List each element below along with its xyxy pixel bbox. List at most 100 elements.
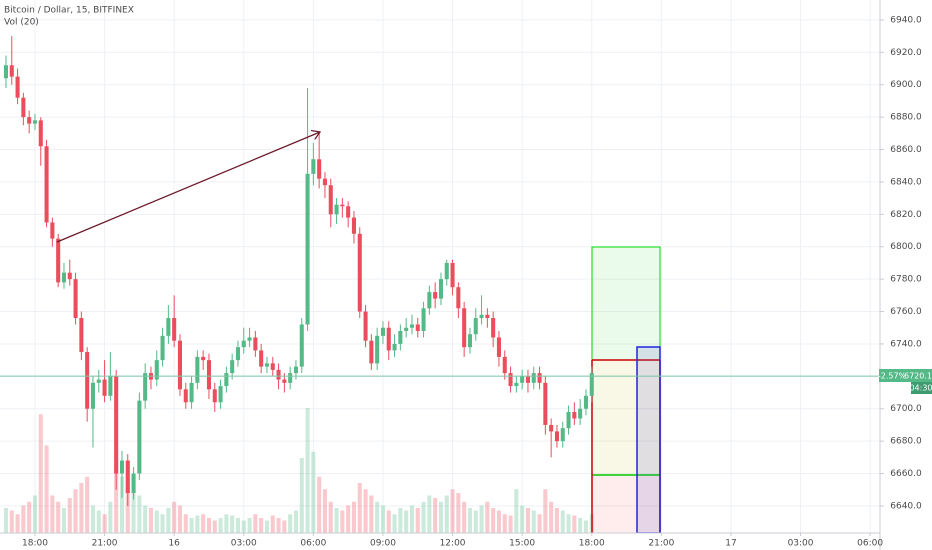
- volume-bar: [264, 520, 269, 533]
- volume-bar: [520, 505, 525, 533]
- volume-bar: [496, 510, 501, 533]
- volume-bar: [276, 518, 281, 533]
- volume-bar: [514, 489, 519, 533]
- volume-bar: [583, 520, 588, 533]
- volume-bar: [183, 514, 188, 533]
- candle-body: [485, 314, 490, 319]
- volume-bar: [114, 451, 119, 533]
- projection-box: [636, 346, 661, 534]
- candle-body: [450, 262, 455, 288]
- y-tick-label: 6780.0: [890, 275, 922, 285]
- volume-bar: [317, 476, 322, 533]
- candle-body: [444, 262, 449, 280]
- volume-bar: [415, 508, 420, 533]
- candle-body: [456, 287, 461, 309]
- candle-body: [9, 65, 14, 77]
- volume-bar: [427, 495, 432, 533]
- volume-bar: [288, 514, 293, 533]
- volume-bar: [61, 508, 67, 533]
- volume-bar: [137, 495, 142, 533]
- y-tick-label: 6820.0: [890, 210, 922, 220]
- x-tick-label: 18:00: [22, 539, 48, 549]
- volume-bar: [9, 510, 14, 533]
- volume-bar: [125, 483, 130, 533]
- volume-bar: [572, 515, 577, 533]
- x-tick-label: 21:00: [648, 539, 674, 549]
- candle-body: [549, 424, 554, 432]
- x-tick-label: 12:00: [440, 539, 466, 549]
- x-tick-label: 21:00: [92, 539, 118, 549]
- candle-body: [56, 238, 61, 283]
- volume-bar: [351, 501, 356, 533]
- volume-bar: [363, 489, 368, 533]
- volume-bar: [543, 489, 548, 533]
- grid: [0, 0, 880, 533]
- countdown-tag: [911, 382, 932, 394]
- candle-body: [195, 356, 200, 383]
- volume-bar: [177, 505, 182, 533]
- volume-bar: [578, 518, 583, 533]
- y-tick-label: 6940.0: [890, 15, 922, 25]
- volume-bar: [438, 501, 443, 533]
- candle-body: [322, 178, 327, 186]
- volume-bar: [102, 514, 107, 533]
- candle-body: [578, 408, 583, 419]
- volume-bar: [235, 518, 240, 533]
- candle-body: [438, 279, 443, 299]
- candle-body: [398, 330, 403, 344]
- candle-body: [154, 360, 159, 380]
- candle-body: [375, 335, 380, 364]
- y-tick-label: 6700.0: [890, 404, 922, 414]
- candle-body: [282, 379, 287, 383]
- candle-body: [259, 350, 264, 367]
- volume-bar: [375, 501, 380, 533]
- volume-bar: [346, 505, 351, 533]
- change-label: -2.57%: [878, 372, 907, 381]
- candle-body: [172, 318, 177, 341]
- candle-body: [311, 159, 316, 174]
- candle-body: [131, 473, 136, 493]
- volume-bar: [322, 489, 327, 533]
- volume-bar: [79, 483, 84, 533]
- candle-body: [270, 363, 275, 370]
- volume-bar: [409, 505, 414, 533]
- volume-bar: [15, 514, 20, 533]
- volume-bar: [462, 501, 467, 533]
- candle-body: [473, 318, 478, 335]
- volume-bar: [218, 518, 223, 533]
- candle-body: [67, 272, 72, 280]
- volume-bar: [206, 518, 211, 533]
- volume-bar: [479, 505, 484, 533]
- candle-body: [3, 65, 9, 79]
- candle-body: [409, 324, 414, 328]
- candle-body: [386, 327, 391, 351]
- volume-bar: [525, 508, 530, 533]
- candle-body: [218, 386, 223, 403]
- candle-body: [119, 460, 124, 474]
- volume-bar: [560, 510, 565, 533]
- volume-bar: [108, 501, 113, 533]
- change-tag: [879, 369, 905, 382]
- candle-body: [305, 173, 310, 325]
- volume-bar: [21, 505, 26, 533]
- candle-body: [589, 373, 594, 396]
- candle-body: [369, 340, 374, 364]
- candle-body: [328, 185, 333, 215]
- volume-bar: [44, 445, 49, 533]
- x-tick-label: 06:00: [857, 539, 883, 549]
- volume-bar: [230, 515, 235, 533]
- candle-body: [15, 76, 20, 98]
- candle-body: [137, 400, 142, 474]
- countdown-label: 04:30: [909, 384, 932, 393]
- candle-body: [346, 206, 351, 218]
- price-axis: [880, 0, 932, 550]
- price-tags: -2.57% 6720.1 04:30: [878, 369, 932, 394]
- volume-bar: [148, 508, 153, 533]
- x-tick-label: 17: [725, 539, 736, 549]
- candle-body: [253, 337, 258, 351]
- candle-body: [183, 389, 188, 403]
- y-tick-label: 6860.0: [890, 145, 922, 155]
- volume-bar: [502, 514, 507, 533]
- candle-body: [224, 373, 229, 387]
